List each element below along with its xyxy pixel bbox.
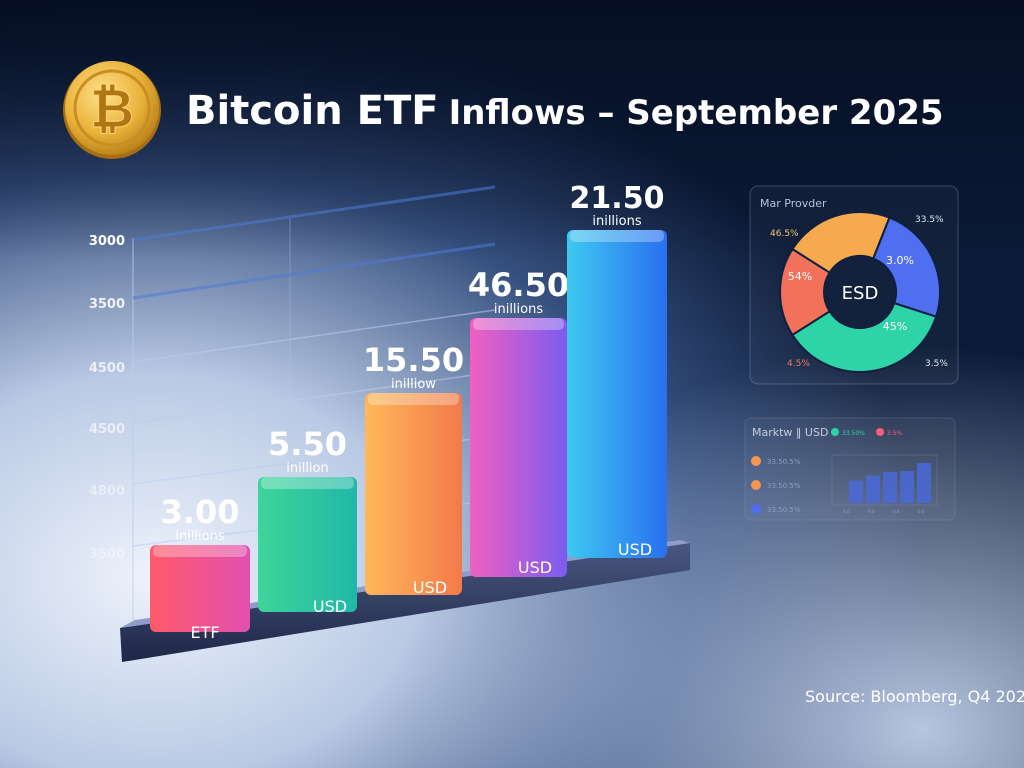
- bar-unit-label: inillion: [286, 461, 329, 476]
- list-label: 33.50.5%: [767, 506, 801, 514]
- bar-top: [473, 318, 564, 330]
- mini-chart-frame: [831, 454, 938, 506]
- bar-unit-label: inillions: [592, 214, 641, 229]
- slice-outer-label: 46.5%: [770, 229, 799, 239]
- market-panel-title: Marktw ‖ USD: [752, 426, 828, 439]
- bar-unit-label: inillions: [494, 302, 543, 317]
- bars: 3.00inillionsETF5.50inillionUSD15.50inil…: [150, 181, 667, 642]
- bar-value-label: 5.50: [268, 425, 347, 463]
- gridline: [132, 242, 496, 300]
- mini-bar: [883, 472, 897, 503]
- list-dot: [751, 480, 761, 490]
- bar-top: [261, 477, 354, 489]
- category-label: ETF: [190, 623, 219, 642]
- bar-face: [470, 318, 567, 577]
- bar-face: [567, 230, 667, 558]
- donut-slice: [791, 211, 891, 275]
- category-label: USD: [313, 597, 347, 616]
- list-label: 33.50.5%: [767, 458, 801, 466]
- mini-x-tick: 0.0: [868, 509, 875, 514]
- list-label: 33.50.5%: [767, 482, 801, 490]
- list-dot: [751, 504, 761, 514]
- category-label: USD: [413, 578, 447, 597]
- category-label: USD: [618, 540, 652, 559]
- donut-panel: [749, 185, 959, 385]
- y-ticks: 3000 3500 4500 4500 4800 3500: [89, 234, 125, 562]
- mini-bar: [866, 475, 880, 503]
- gridline: [132, 309, 496, 363]
- bar-value-label: 46.50: [468, 266, 569, 304]
- legend-label: 33.50%: [842, 430, 865, 437]
- mini-bar: [917, 463, 931, 503]
- list-dot: [751, 456, 761, 466]
- donut-slice: [871, 216, 941, 318]
- y-tick-label: 4800: [89, 484, 125, 499]
- donut-center-label: ESD: [842, 283, 879, 304]
- slice-inner-label: 3.0%: [886, 254, 914, 267]
- donut-slice: [779, 247, 831, 337]
- legend-dot: [831, 428, 839, 436]
- bar-face: [365, 393, 462, 595]
- bar-value-label: 3.00: [161, 493, 240, 531]
- y-tick-label: 4500: [89, 422, 125, 437]
- svg-text:₿: ₿: [90, 77, 134, 140]
- market-panel-content: Marktw ‖ USD 33.50% 3.5% 33.50.5% 33.50.5% 33…: [751, 426, 938, 514]
- slice-outer-label: 33.5%: [915, 215, 944, 225]
- y-tick-label: 3500: [89, 547, 125, 562]
- mini-x-tick: 0.0: [893, 509, 900, 514]
- donut-panel-title: Mar Provder: [760, 197, 827, 210]
- y-tick-label: 3500: [89, 297, 125, 312]
- mini-bar: [849, 480, 863, 503]
- title-bold: Bitcoin ETF: [186, 88, 439, 134]
- bar-unit-label: inilliow: [391, 377, 436, 392]
- slice-outer-label: 3.5%: [925, 359, 948, 369]
- bar-value-label: 21.50: [570, 181, 665, 216]
- bar-value-label: 15.50: [363, 341, 464, 379]
- title-rest: Inflows – September 2025: [449, 93, 944, 133]
- mini-x-tick: 0.0: [843, 509, 850, 514]
- slice-inner-label: 54%: [788, 270, 812, 283]
- donut-chart: 46.5% 33.5% 3.0% 3.5% 45% 4.5% 54% ESD: [770, 211, 948, 373]
- bar-face: [150, 545, 250, 632]
- bar-top: [570, 230, 664, 242]
- slice-outer-label: 4.5%: [787, 359, 810, 369]
- slice-inner-label: 45%: [883, 320, 907, 333]
- category-label: USD: [518, 558, 552, 577]
- y-tick-label: 3000: [89, 234, 125, 249]
- mini-x-tick: 0.0: [918, 509, 925, 514]
- bar-top: [368, 393, 459, 405]
- legend-label: 3.5%: [887, 430, 903, 437]
- chart-title: Bitcoin ETF Inflows – September 2025: [186, 88, 944, 134]
- mini-bar: [900, 471, 914, 503]
- source-note: Source: Bloomberg, Q4 2025 ETF Report: [805, 687, 1024, 706]
- market-panel: [744, 417, 956, 521]
- donut-slice: [791, 301, 938, 373]
- gridline: [132, 371, 496, 424]
- bar-top: [153, 545, 247, 557]
- y-tick-label: 4500: [89, 361, 125, 376]
- bar-face: [258, 477, 357, 612]
- bitcoin-coin-icon: ₿: [63, 61, 161, 159]
- gridline: [132, 185, 496, 242]
- legend-dot: [876, 428, 884, 436]
- bar-unit-label: inillions: [175, 529, 224, 544]
